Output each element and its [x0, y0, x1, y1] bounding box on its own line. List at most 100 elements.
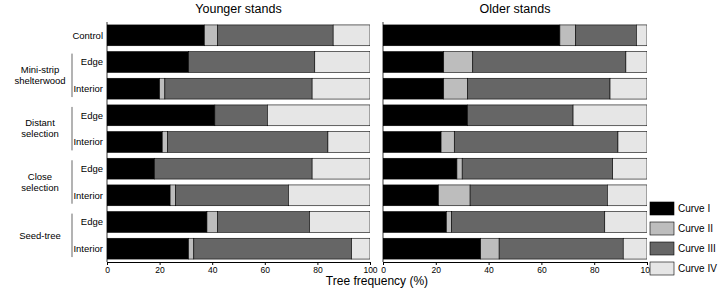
bar: [383, 105, 467, 126]
tick: 40: [208, 262, 218, 275]
bar: [217, 25, 333, 46]
bar: [107, 132, 162, 153]
bar: [288, 185, 370, 206]
legend-label: Curve III: [678, 243, 716, 254]
category-label: Edge: [81, 56, 103, 67]
legend-swatch: [650, 222, 674, 235]
tick: 40: [484, 262, 494, 275]
bar: [154, 158, 312, 179]
legend-label: Curve IV: [678, 263, 717, 274]
tick: 0: [105, 262, 110, 275]
bar: [175, 185, 288, 206]
legend-item: Curve II: [650, 222, 713, 235]
tick: 20: [155, 262, 165, 275]
category-label: Interior: [73, 136, 103, 147]
bar: [383, 52, 444, 73]
group-label-line: Seed-tree: [19, 230, 61, 241]
category-label: Interior: [73, 190, 103, 201]
group-label-line: selection: [21, 128, 59, 139]
bar: [310, 212, 370, 233]
bar: [623, 238, 647, 259]
bar: [107, 212, 207, 233]
category-label: Edge: [81, 110, 103, 121]
group-label: Seed-tree: [19, 230, 61, 241]
bar: [626, 52, 647, 73]
axis-line: [108, 263, 371, 266]
legend-swatch: [650, 242, 674, 255]
tick-label: 20: [155, 265, 165, 275]
group-label-line: Close: [28, 171, 52, 182]
group-label-line: Distant: [25, 117, 55, 128]
x-axis: 020406080100: [381, 262, 655, 275]
group-label-line: shelterwood: [14, 75, 65, 86]
group-label-line: selection: [21, 182, 59, 193]
bar: [383, 25, 560, 46]
legend-item: Curve III: [650, 242, 716, 255]
bar: [107, 105, 215, 126]
bars: [383, 25, 647, 259]
bar: [217, 212, 309, 233]
bar: [457, 158, 462, 179]
legend: Curve I Curve II Curve III Curve IV: [650, 202, 717, 275]
bar: [499, 238, 623, 259]
tick-label: 60: [261, 265, 271, 275]
bar: [189, 238, 194, 259]
bar: [573, 105, 647, 126]
tick-label: 0: [381, 265, 386, 275]
bar: [207, 212, 218, 233]
bar: [107, 78, 160, 99]
bar: [444, 78, 468, 99]
bar: [383, 238, 481, 259]
bar: [315, 52, 370, 73]
bar: [160, 78, 165, 99]
bar: [383, 158, 457, 179]
x-axis-title: Tree frequency (%): [326, 274, 428, 288]
bar: [473, 52, 626, 73]
bar: [618, 132, 647, 153]
legend-label: Curve I: [678, 203, 710, 214]
bar: [383, 212, 446, 233]
bar: [383, 78, 444, 99]
tick-label: 40: [484, 265, 494, 275]
bar: [444, 52, 473, 73]
group-bracket: [72, 107, 73, 150]
bar: [267, 105, 370, 126]
bar: [107, 158, 154, 179]
group-label: Distantselection: [21, 117, 59, 139]
bar: [165, 78, 312, 99]
tick: 80: [590, 262, 600, 275]
group-label: Closeselection: [21, 171, 59, 193]
bar: [383, 132, 441, 153]
tick-label: 80: [313, 265, 323, 275]
legend-swatch: [650, 262, 674, 275]
bar: [610, 78, 647, 99]
y-axis-line: [383, 22, 384, 262]
legend-label: Curve II: [678, 223, 713, 234]
legend-item: Curve I: [650, 202, 710, 215]
bar: [467, 105, 573, 126]
group-bracket: [72, 160, 73, 203]
bar: [189, 52, 315, 73]
bar: [613, 158, 647, 179]
tick: 0: [381, 262, 386, 275]
bar: [107, 25, 204, 46]
category-label: Control: [72, 30, 103, 41]
panel: Older stands020406080100: [381, 2, 655, 275]
bar: [560, 25, 576, 46]
tick-label: 40: [208, 265, 218, 275]
category-label: Edge: [81, 163, 103, 174]
tick-label: 80: [590, 265, 600, 275]
legend-swatch: [650, 202, 674, 215]
category-label: Interior: [73, 83, 103, 94]
bar: [352, 238, 370, 259]
bar: [204, 25, 217, 46]
bar: [107, 185, 170, 206]
tick-label: 60: [537, 265, 547, 275]
bar: [312, 158, 370, 179]
bar: [576, 25, 637, 46]
tick: 60: [537, 262, 547, 275]
axis-line: [384, 263, 648, 266]
bar: [333, 25, 370, 46]
bar: [462, 158, 612, 179]
category-label: Interior: [73, 243, 103, 254]
